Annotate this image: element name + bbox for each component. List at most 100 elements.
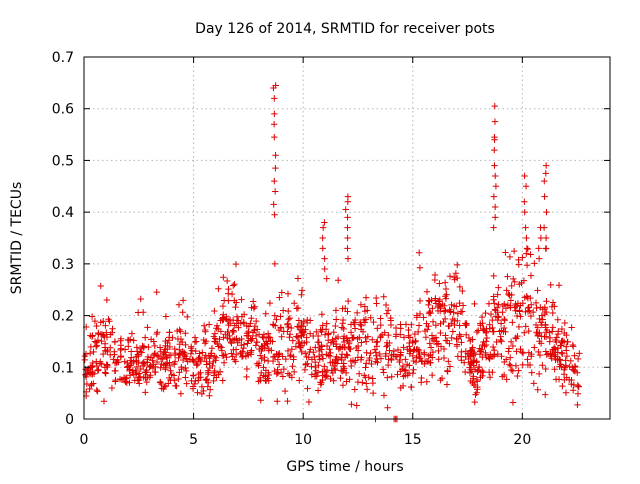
data-point [271,260,279,268]
data-point [202,328,209,335]
data-point [552,376,560,383]
data-point [134,309,142,316]
data-point [510,247,518,255]
data-point [111,338,119,346]
data-point [344,224,351,231]
data-point [248,304,255,311]
data-point [508,366,515,374]
data-point [522,224,529,231]
data-point [469,358,477,366]
data-point [358,339,365,346]
data-point [93,342,101,349]
data-point [172,382,179,389]
data-point [537,319,545,326]
data-point [182,341,189,349]
data-point [405,369,413,377]
data-point [224,277,231,285]
data-point [220,352,227,359]
data-point [477,369,484,376]
data-point [474,383,481,391]
x-tick-label: 15 [404,432,422,448]
data-point [269,321,277,328]
data-point [450,309,457,316]
data-point [128,330,136,337]
data-point [342,206,349,213]
data-point [489,328,497,336]
data-point [574,390,582,397]
data-point [132,353,140,361]
data-point [152,368,159,376]
data-point [548,303,556,310]
data-point [232,303,239,311]
data-point [453,335,460,343]
data-point [494,350,502,358]
data-point [491,136,498,143]
data-point [451,276,458,283]
data-point [135,374,142,382]
data-point [285,316,292,323]
data-point [123,374,130,382]
data-point [206,392,213,399]
data-point [319,224,327,231]
data-point [102,370,109,377]
data-point [265,377,272,384]
data-point [482,338,490,345]
data-point [322,326,330,333]
data-point [252,317,260,325]
data-point [182,330,189,337]
data-point [362,364,369,371]
data-point [323,320,330,327]
data-point [521,172,528,180]
data-point [277,324,285,331]
data-point [439,300,446,308]
data-point [507,297,515,304]
data-point [284,328,291,335]
data-point [553,334,560,341]
data-point [255,331,263,338]
data-point [466,364,473,371]
data-point [284,370,292,377]
data-point [506,253,514,261]
data-point [311,353,318,361]
data-point [374,338,381,345]
data-point [489,324,496,332]
data-point [220,274,227,281]
data-point [276,350,283,357]
data-point [477,320,484,327]
data-point [492,172,499,180]
data-point [421,327,429,335]
data-point [289,337,297,344]
data-point [502,328,509,336]
data-point [325,352,332,359]
data-point [353,309,361,317]
data-point [371,346,379,353]
data-point [272,152,279,159]
data-point [230,327,237,334]
data-point [505,290,512,298]
data-point [230,282,237,289]
data-point [382,301,390,309]
data-point [386,347,393,354]
data-point [344,234,351,242]
data-point [303,353,310,361]
data-point [349,357,357,364]
data-point [253,338,260,346]
data-point [541,177,548,185]
data-point [270,84,277,92]
data-point [491,347,498,354]
data-point [257,376,264,384]
data-point [571,352,578,359]
data-point [192,377,199,385]
x-tick-label: 20 [513,432,531,448]
plot-frame [83,56,611,420]
data-point [258,355,265,362]
data-point [97,282,104,290]
data-point [374,325,381,332]
data-point [552,353,559,360]
data-point [491,214,499,221]
data-point [392,331,400,338]
data-point [332,335,340,342]
data-point [541,305,549,313]
